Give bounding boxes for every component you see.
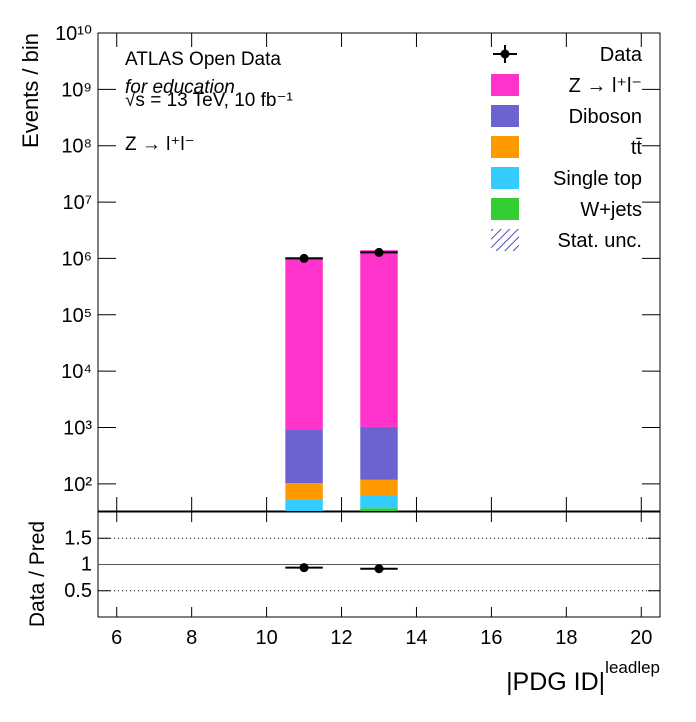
y-axis-title: Events / bin [18,33,43,148]
y-tick-label: 10⁸ [61,136,92,158]
legend-data-marker [500,49,510,59]
legend-swatch [491,136,519,158]
y-tick-label: 10¹⁰ [55,23,92,45]
channel-label: Z → l⁺l⁻ [125,134,195,155]
ratio-y-axis-title: Data / Pred [26,521,49,627]
legend-swatch [491,229,519,251]
ratio-point [299,563,309,573]
x-axis-title-main: |PDG ID| [506,668,605,696]
stack-bar [360,495,398,509]
x-tick-label: 14 [405,627,427,649]
stack-bar [360,426,398,480]
legend-swatch [491,167,519,189]
ratio-y-tick-label: 1.5 [64,527,92,549]
x-tick-label: 18 [555,627,577,649]
legend-swatch [491,105,519,127]
data-point [299,253,309,263]
legend-label: W+jets [580,199,642,221]
x-tick-label: 20 [630,627,652,649]
x-tick-label: 6 [111,627,122,649]
stack-bar [360,250,398,427]
legend-label: Diboson [569,106,642,128]
energy-label: √s = 13 TeV, 10 fb⁻¹ [125,90,293,111]
legend-label: Z → l⁺l⁻ [569,75,642,97]
y-tick-label: 10⁴ [61,361,92,383]
y-tick-label: 10³ [63,418,92,440]
stack-bar [285,430,323,484]
x-tick-label: 16 [480,627,502,649]
legend-label: tt̄ [631,137,643,159]
legend-swatch [491,198,519,220]
legend-swatch [491,74,519,96]
y-tick-label: 10⁵ [61,305,92,327]
x-axis-title-sup: leadlep [605,658,660,677]
data-point [374,247,384,257]
x-axis-title: |PDG ID|leadlep [506,658,660,696]
stack-bar [360,479,398,496]
legend-label: Single top [553,168,642,190]
ratio-y-tick-label: 0.5 [64,580,92,602]
stack-bar [285,499,323,511]
y-tick-label: 10² [63,474,92,496]
stack-bar [285,257,323,431]
legend-label: Data [600,44,643,66]
y-tick-label: 10⁷ [63,192,92,214]
stack-bar [360,508,398,511]
x-tick-label: 10 [255,627,277,649]
stack-bar [285,483,323,500]
ratio-y-tick-label: 1 [81,554,92,576]
x-tick-label: 8 [186,627,197,649]
legend-label: Stat. unc. [558,230,643,252]
y-tick-label: 10⁶ [62,248,92,270]
y-tick-label: 10⁹ [61,79,92,101]
experiment-label: ATLAS Open Data [125,49,281,70]
x-tick-label: 12 [330,627,352,649]
stack [285,250,398,511]
education-label: for education [125,77,235,98]
ratio-point [374,564,384,574]
